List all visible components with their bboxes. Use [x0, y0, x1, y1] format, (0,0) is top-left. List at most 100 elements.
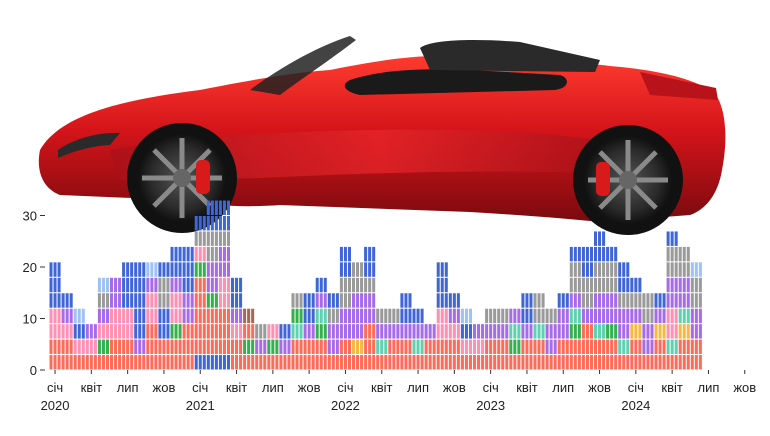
- waffle-cell: [214, 262, 218, 277]
- waffle-cell: [118, 339, 122, 355]
- waffle-cell: [448, 339, 452, 355]
- waffle-cell: [513, 339, 517, 355]
- waffle-cell: [622, 324, 626, 339]
- waffle-cell: [400, 293, 404, 308]
- waffle-cell: [650, 324, 654, 339]
- waffle-cell: [662, 355, 666, 370]
- waffle-cell: [589, 262, 593, 277]
- waffle-cell: [533, 293, 537, 308]
- waffle-cell: [69, 339, 73, 355]
- waffle-cell: [307, 324, 311, 339]
- waffle-cell: [114, 308, 118, 324]
- waffle-cell: [630, 277, 634, 293]
- month-column: [594, 231, 606, 370]
- month-column: [485, 308, 497, 370]
- waffle-cell: [585, 324, 589, 339]
- waffle-cell: [573, 277, 577, 293]
- waffle-cell: [396, 355, 400, 370]
- waffle-cell: [343, 339, 347, 355]
- waffle-cell: [392, 324, 396, 339]
- waffle-cell: [81, 339, 85, 355]
- waffle-cell: [226, 262, 230, 277]
- waffle-cell: [364, 246, 368, 262]
- waffle-cell: [598, 339, 602, 355]
- waffle-cell: [577, 339, 581, 355]
- month-column: [158, 262, 170, 370]
- waffle-cell: [569, 277, 573, 293]
- waffle-cell: [622, 355, 626, 370]
- month-column: [255, 324, 267, 370]
- waffle-cell: [598, 277, 602, 293]
- waffle-cell: [682, 339, 686, 355]
- waffle-cell: [368, 339, 372, 355]
- waffle-cell: [400, 355, 404, 370]
- waffle-cell: [174, 293, 178, 308]
- waffle-cell: [694, 324, 698, 339]
- waffle-cell: [331, 293, 335, 308]
- waffle-cell: [473, 355, 477, 370]
- waffle-cell: [698, 277, 702, 293]
- waffle-cell: [573, 308, 577, 324]
- waffle-cell: [114, 339, 118, 355]
- waffle-cell: [335, 324, 339, 339]
- waffle-cell: [585, 293, 589, 308]
- waffle-cell: [364, 308, 368, 324]
- waffle-cell: [670, 231, 674, 246]
- waffle-cell: [247, 355, 251, 370]
- waffle-cell: [222, 355, 226, 370]
- waffle-cell: [634, 293, 638, 308]
- waffle-cell: [501, 355, 505, 370]
- waffle-cell: [247, 308, 251, 324]
- waffle-cell: [251, 308, 255, 324]
- waffle-cell: [142, 293, 146, 308]
- waffle-cell: [194, 308, 198, 324]
- waffle-cell: [602, 339, 606, 355]
- waffle-cell: [319, 308, 323, 324]
- waffle-cell: [158, 308, 162, 324]
- waffle-cell: [65, 293, 69, 308]
- waffle-cell: [97, 277, 101, 293]
- waffle-cell: [222, 246, 226, 262]
- waffle-cell: [110, 355, 114, 370]
- waffle-cell: [428, 324, 432, 339]
- waffle-cell: [118, 324, 122, 339]
- waffle-cell: [130, 339, 134, 355]
- waffle-cell: [658, 324, 662, 339]
- month-column: [424, 324, 436, 370]
- month-column: [291, 293, 303, 370]
- waffle-cell: [182, 293, 186, 308]
- waffle-cell: [356, 262, 360, 277]
- waffle-cell: [638, 308, 642, 324]
- waffle-cell: [142, 262, 146, 277]
- waffle-cell: [178, 308, 182, 324]
- waffle-cell: [327, 324, 331, 339]
- waffle-cell: [694, 339, 698, 355]
- waffle-cell: [126, 324, 130, 339]
- waffle-cell: [485, 324, 489, 339]
- waffle-cell: [493, 355, 497, 370]
- waffle-cell: [170, 262, 174, 277]
- waffle-cell: [594, 262, 598, 277]
- waffle-cell: [606, 246, 610, 262]
- waffle-cell: [622, 277, 626, 293]
- waffle-cell: [65, 339, 69, 355]
- waffle-cell: [214, 355, 218, 370]
- y-tick-label: 10: [23, 312, 37, 327]
- waffle-cell: [170, 308, 174, 324]
- waffle-cell: [392, 339, 396, 355]
- waffle-cell: [561, 308, 565, 324]
- waffle-cell: [356, 324, 360, 339]
- waffle-cell: [356, 339, 360, 355]
- waffle-cell: [686, 339, 690, 355]
- waffle-cell: [77, 339, 81, 355]
- waffle-cell: [73, 324, 77, 339]
- waffle-cell: [594, 308, 598, 324]
- waffle-cell: [315, 324, 319, 339]
- waffle-cell: [339, 308, 343, 324]
- waffle-cell: [622, 308, 626, 324]
- waffle-cell: [577, 246, 581, 262]
- waffle-cell: [440, 355, 444, 370]
- waffle-cell: [73, 339, 77, 355]
- waffle-cell: [214, 339, 218, 355]
- waffle-cell: [408, 308, 412, 324]
